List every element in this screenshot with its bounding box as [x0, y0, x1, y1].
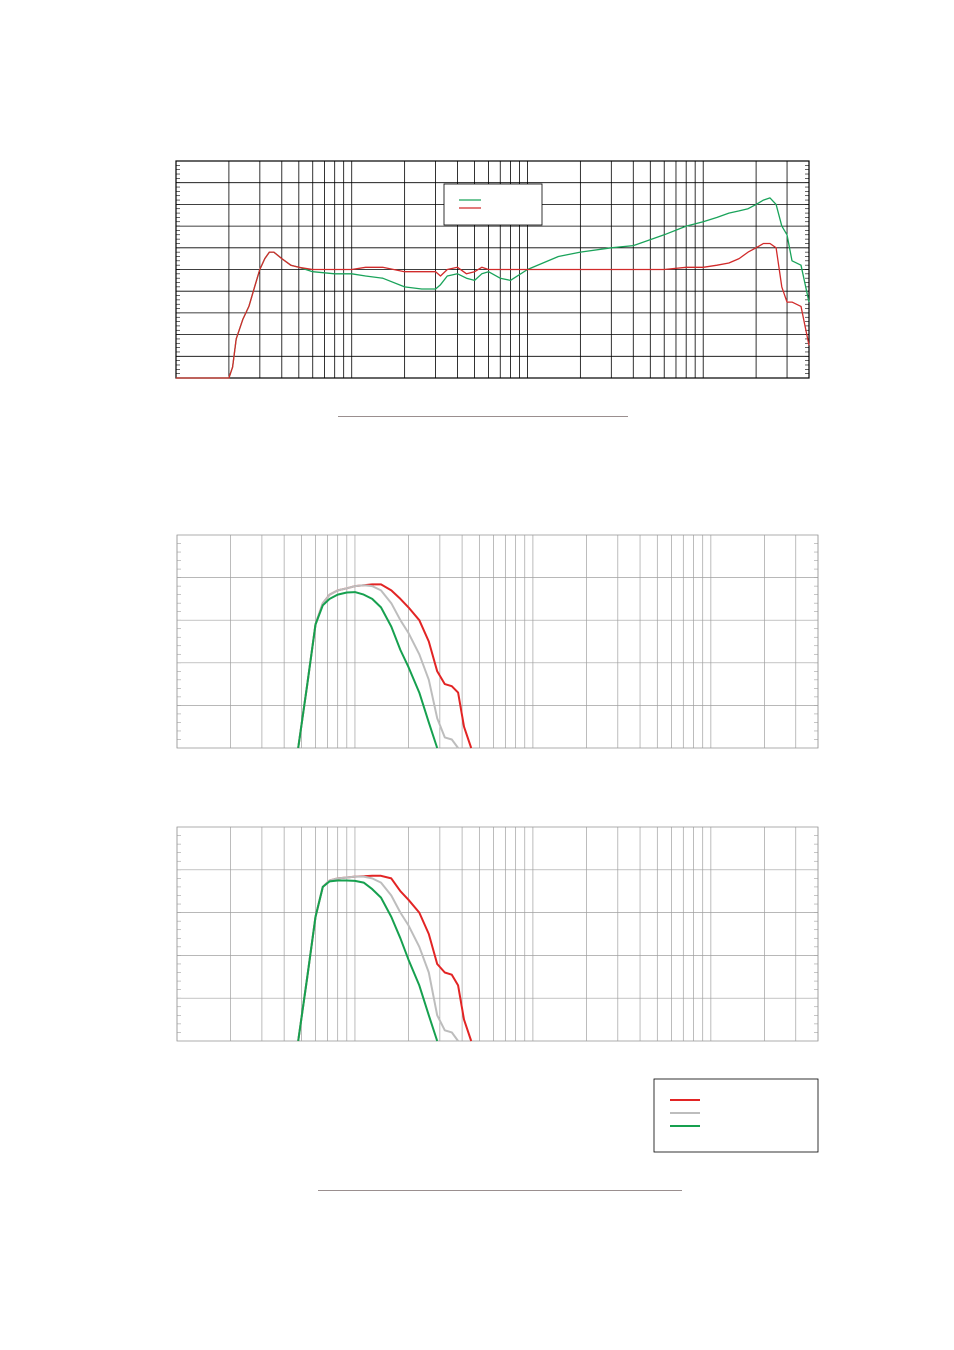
- plot-frame: [176, 534, 819, 749]
- legend-box: [653, 1078, 819, 1153]
- caption-underline-bottom: [318, 1190, 682, 1191]
- chart-top: [175, 160, 810, 379]
- caption-underline-top: [338, 416, 628, 417]
- series-line-2: [176, 242, 810, 379]
- plot-frame: [175, 160, 810, 379]
- series-line-2: [297, 584, 459, 749]
- legend-top: [443, 183, 543, 226]
- legend-box: [443, 183, 543, 226]
- chart-bottom: [176, 826, 819, 1042]
- chart-middle: [176, 534, 819, 749]
- series-line-1: [297, 583, 473, 749]
- series-line-3: [297, 879, 439, 1042]
- legend-bottom: [653, 1078, 819, 1153]
- series-line-1: [297, 874, 473, 1042]
- series-line-3: [297, 591, 439, 749]
- series-line-2: [297, 875, 459, 1042]
- plot-frame: [176, 826, 819, 1042]
